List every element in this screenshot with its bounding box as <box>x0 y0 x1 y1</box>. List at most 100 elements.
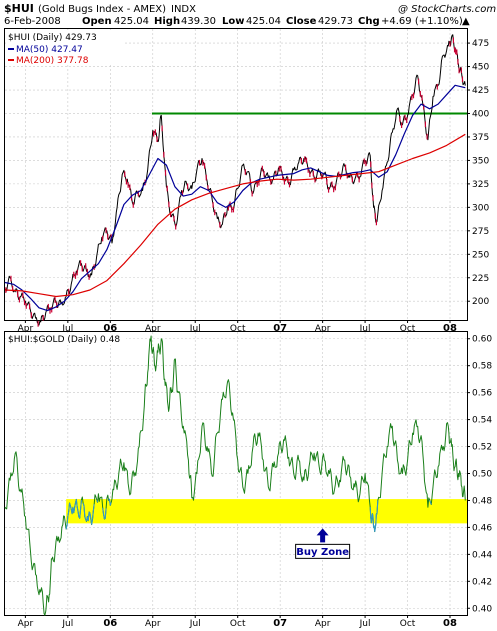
y-tick-label: 0.48 <box>472 496 492 506</box>
x-tick-label: Oct <box>400 619 416 629</box>
ratio-low-segment <box>77 511 80 517</box>
watermark: @ StockCharts.com <box>398 4 496 15</box>
y-tick-label: 0.52 <box>472 443 492 453</box>
y-tick-label: 0.50 <box>472 470 492 480</box>
buy-zone-label-box <box>295 543 351 559</box>
ratio-gridlines <box>5 332 467 615</box>
ratio-low-segment <box>88 511 91 514</box>
symbol-label: $HUI <box>4 2 34 15</box>
y-tick-label: 300 <box>472 203 489 213</box>
ratio-low-segment <box>369 507 372 518</box>
price-y-axis: 200 225 250 275 300 325 350 375 400 425 450 475 <box>467 39 489 307</box>
ratio-low-segment <box>374 527 376 532</box>
ratio-x-axis: Apr Jul 06 Apr Jul Oct 07 Apr Jul Oct 08 <box>18 615 457 629</box>
ratio-low-segment <box>67 511 70 517</box>
ratio-low-segment <box>109 502 112 506</box>
x-tick-label: Apr <box>18 619 34 629</box>
x-tick-label: Apr <box>315 619 331 629</box>
low-label: Low <box>222 16 244 27</box>
ratio-low-segment <box>102 513 105 520</box>
exchange-label: INDX <box>171 4 196 15</box>
price-panel-frame <box>4 28 468 321</box>
y-tick-label: 0.54 <box>472 416 492 426</box>
x-tick-label: Oct <box>230 619 246 629</box>
date-label: 6-Feb-2008 <box>4 16 61 27</box>
y-tick-label: 325 <box>472 180 489 190</box>
price-x-axis: Apr Jul 06 Apr Jul Oct 07 Apr Jul Oct 08 <box>18 320 457 334</box>
ratio-low-segment <box>372 516 375 528</box>
chart-header: $HUI (Gold Bugs Index - AMEX) INDX @ Sto… <box>4 2 496 27</box>
ratio-low-segment <box>82 502 85 506</box>
x-tick-label: Jul <box>61 324 73 334</box>
x-tick-label: Jul <box>359 324 371 334</box>
x-tick-label: 06 <box>103 618 117 629</box>
y-tick-label: 400 <box>472 109 489 119</box>
ratio-low-segment <box>104 508 107 519</box>
legend-ma200: MA(200) 377.78 <box>16 56 89 66</box>
ma200-line <box>4 133 466 298</box>
ratio-low-segment <box>91 511 94 520</box>
x-tick-label: Oct <box>400 324 416 334</box>
buy-zone-label: Buy Zone <box>296 547 349 558</box>
x-tick-label: Apr <box>315 324 331 334</box>
ratio-low-segment <box>73 507 76 513</box>
x-tick-label: Jul <box>189 619 201 629</box>
ratio-low-segment <box>89 512 92 519</box>
price-legend: $HUI (Daily) 429.73 MA(50) 427.47 MA(200… <box>6 30 124 66</box>
y-tick-label: 450 <box>472 63 489 73</box>
ratio-panel: 0.40 0.42 0.44 0.46 0.48 0.50 0.52 0.54 0.56 0.58… <box>4 331 492 616</box>
x-tick-label: 06 <box>103 323 117 334</box>
price-series <box>4 34 466 327</box>
y-tick-label: 200 <box>472 297 489 307</box>
legend-background <box>6 30 124 64</box>
y-tick-label: 0.56 <box>472 389 492 399</box>
y-tick-label: 350 <box>472 156 489 166</box>
high-value: 439.30 <box>181 16 216 27</box>
ma50-line <box>4 84 466 312</box>
ratio-low-segment <box>75 499 78 508</box>
x-tick-label: 07 <box>273 323 287 334</box>
y-tick-label: 0.60 <box>472 335 492 345</box>
ratio-low-segment <box>69 502 71 506</box>
ratio-low-segment <box>96 499 99 503</box>
ratio-low-segment <box>79 509 82 519</box>
high-label: High <box>154 16 180 27</box>
low-value: 425.04 <box>246 16 281 27</box>
ratio-low-segment <box>376 500 379 514</box>
buy-zone-annotation: Buy Zone <box>295 528 351 559</box>
buy-zone-rect <box>66 499 467 524</box>
ratio-low-segment <box>76 506 79 512</box>
chg-label: Chg <box>358 16 380 27</box>
ratio-low-segment <box>429 499 432 503</box>
y-tick-label: 0.44 <box>472 550 492 560</box>
x-tick-label: 08 <box>443 323 457 334</box>
x-tick-label: Oct <box>230 324 246 334</box>
legend-background <box>6 333 126 345</box>
y-tick-label: 275 <box>472 227 489 237</box>
x-tick-label: Jul <box>189 324 201 334</box>
ratio-low-segment <box>91 519 94 525</box>
y-tick-label: 225 <box>472 274 489 284</box>
ratio-low-segment <box>66 516 69 525</box>
buy-zone-band <box>66 499 467 524</box>
chg-value: +4.69 (+1.10%) <box>381 16 463 27</box>
y-tick-label: 375 <box>472 133 489 143</box>
buy-zone-arrow-icon <box>316 528 329 543</box>
y-tick-label: 475 <box>472 39 489 49</box>
x-tick-label: 07 <box>273 618 287 629</box>
ratio-legend: $HUI:$GOLD (Daily) 0.48 <box>6 333 126 345</box>
open-label: Open <box>82 16 112 27</box>
x-tick-label: Apr <box>18 324 34 334</box>
ratio-low-segment <box>84 516 87 520</box>
ratio-series <box>4 335 466 616</box>
y-tick-label: 0.40 <box>472 604 492 614</box>
y-tick-label: 0.58 <box>472 362 492 372</box>
ratio-low-segment <box>371 513 374 517</box>
index-name-label: (Gold Bugs Index - AMEX) <box>38 4 166 15</box>
ratio-low-segment <box>102 507 105 515</box>
x-tick-label: 08 <box>443 618 457 629</box>
chg-up-arrow-icon: ▲ <box>462 16 470 27</box>
close-value: 429.73 <box>318 16 353 27</box>
ratio-low-segment <box>429 502 432 505</box>
